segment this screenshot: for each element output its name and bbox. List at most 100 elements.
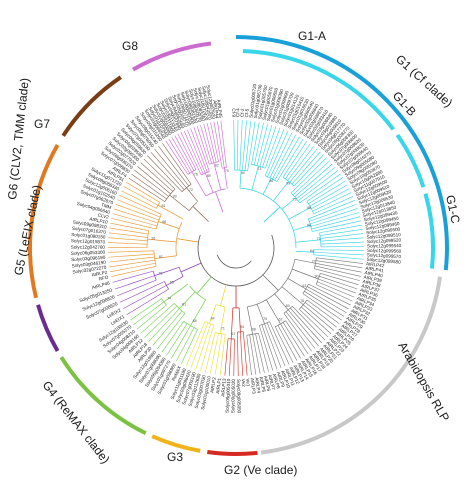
leaf-branch [306,299,340,324]
group-label-g7: G7 [34,117,50,131]
leaf-label: AtRLP4 [254,377,261,394]
subclade-stem [147,238,177,243]
leaf-label: Cf-5 [244,108,250,118]
subclade-stem [191,171,207,197]
leaf-branch [161,321,185,353]
bootstrap-value: 85 [307,206,311,210]
leaf-label: AtRLP1 [215,377,222,394]
leaf-branch [110,222,149,232]
bootstrap-value: 88 [193,319,197,323]
leaf-branch [320,273,359,286]
bootstrap-value: 99 [173,195,177,199]
subclade-stem [238,307,241,332]
subclade-connector [265,175,278,182]
leaf-branch [287,146,314,181]
subclade-stem [208,304,217,324]
leaf-label: AtRLP10 [89,216,108,225]
leaf-branch [320,228,363,236]
leaf-branch [233,120,235,171]
leaf-label: AtRLP39 [363,274,382,283]
bootstrap-value: 78 [158,271,162,275]
leaf-branch [320,233,364,239]
leaf-label: AtRLP37 [361,283,380,293]
leaf-branch [252,334,261,374]
leaf-branch [171,325,191,359]
leaf-branch [111,218,157,230]
leaf-branch [140,303,175,334]
leaf-label: Solyc12g087920 [205,85,216,120]
leaf-branch [320,237,364,242]
leaf-branch [247,121,256,171]
bootstrap-value: 65 [170,281,174,285]
leaf-label: Solyc09g005020 [230,379,236,414]
leaf-branch [308,283,351,306]
leaf-branch [269,132,293,178]
group-label-g2: G2 (Ve clade) [224,463,297,477]
leaf-branch [166,323,188,356]
group-label-g6: G6 (CLV2, TMM clade) [5,77,32,200]
clade-stem [215,191,224,213]
leaf-branch [183,130,204,175]
clade-stem [192,206,209,222]
leaf-branch [180,132,202,175]
leaf-branch [219,334,226,376]
leaf-branch [214,333,223,375]
subclade-stem [204,172,214,193]
leaf-branch [210,122,219,162]
leaf-branch [313,249,364,251]
leaf-branch [308,200,355,220]
group-arc-g1c [423,193,435,269]
bootstrap-value: 86 [269,179,273,183]
leaf-branch [318,278,356,294]
leaf-branch [274,136,300,181]
bootstrap-value: 73 [257,167,261,171]
leaf-branch [259,125,273,167]
subclade-connector [290,192,300,204]
leaf-branch [148,308,180,342]
leaf-branch [242,120,247,171]
group-label-g3: G3 [167,450,183,464]
subclade-stem [166,276,184,286]
leaf-branch [177,133,197,170]
subclade-connector [173,303,186,314]
leaf-branch [285,143,311,179]
leaf-branch [320,246,364,248]
leaf-branch [280,323,301,359]
leaf-branch [314,265,361,277]
bootstrap-value: 76 [300,299,304,303]
leaf-branch [200,124,212,164]
leaf-branch [130,298,162,321]
leaf-branch [205,332,216,373]
leaf-branch [277,325,298,361]
leaf-label: Solyc07g016370 [72,226,107,235]
leaf-branch [108,232,148,238]
clade-connector [175,222,183,256]
subclade-stem [213,162,222,191]
leaf-branch [302,293,342,321]
leaf-branch [185,321,206,367]
leaf-branch [308,180,346,204]
leaf-branch [213,121,223,169]
leaf-branch [243,331,248,376]
leaf-branch [206,123,217,163]
subclade-connector [204,321,214,326]
subclade-stem [246,306,253,335]
leaf-label: AtRLP36 [359,287,378,298]
leaf-label: Solyc09g098310 [72,219,107,229]
group-arc-g5 [36,304,60,352]
subclade-stem [190,299,206,326]
leaf-branch [316,257,364,264]
leaf-label: Solyc03g096190 [71,255,106,262]
leaf-branch [128,177,165,202]
leaf-branch [240,331,243,376]
subclade-stem [154,266,180,276]
leaf-label: TMM [101,202,113,210]
leaf-branch [306,177,344,202]
group-arc-g1b [395,133,426,188]
leaf-label: AtRLP11 [284,368,296,387]
subclade-connector [313,257,317,269]
leaf-label: Solyc09g005050 [236,379,242,414]
leaf-branch [147,155,183,192]
bootstrap-value: 95 [151,237,155,241]
group-arc-g3 [151,434,201,453]
